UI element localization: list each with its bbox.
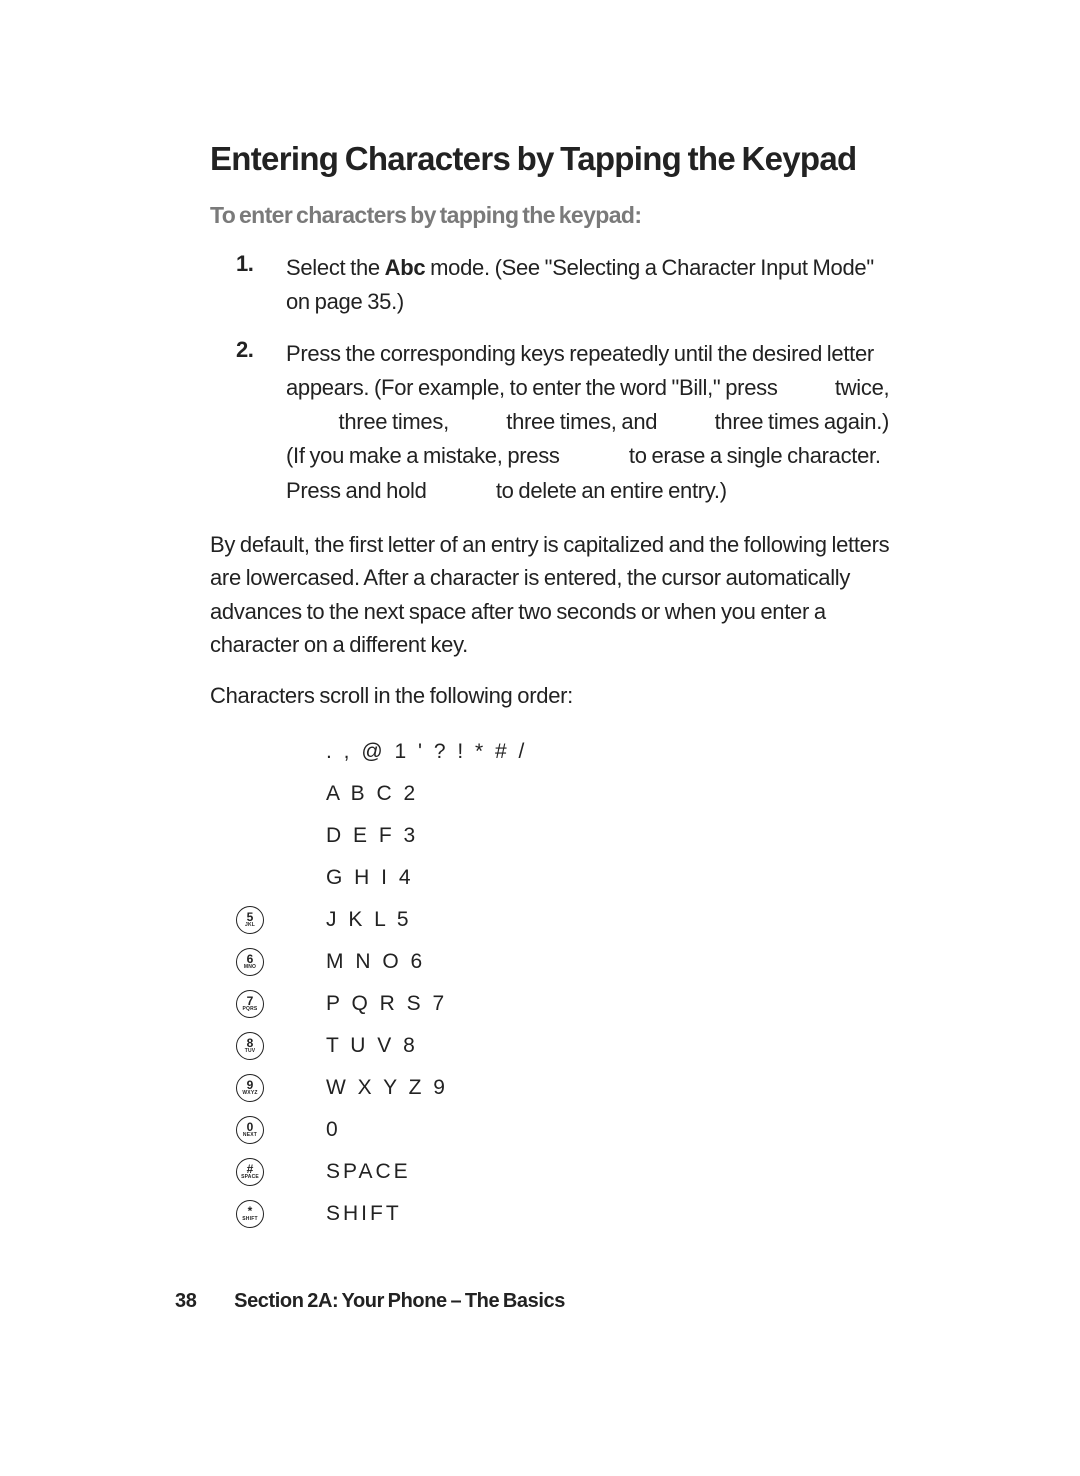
key-cell: 6MNO [236,948,326,976]
step-item: 1. Select the Abc mode. (See "Selecting … [236,251,900,319]
char-row: A B C 2 [236,773,900,815]
instruction-subhead: To enter characters by tapping the keypa… [210,202,900,229]
paragraph-scroll-order: Characters scroll in the following order… [210,679,900,712]
char-row: 6MNO M N O 6 [236,941,900,983]
keypad-key-icon: 6MNO [236,948,264,976]
key-cell: 9WXYZ [236,1074,326,1102]
keypad-key-icon: 0NEXT [236,1116,264,1144]
char-sequence: W X Y Z 9 [326,1076,448,1100]
char-row: 8TUV T U V 8 [236,1025,900,1067]
key-cell: *SHIFT [236,1200,326,1228]
char-sequence: J K L 5 [326,908,412,932]
char-row: D E F 3 [236,815,900,857]
character-table: . , @ 1 ' ? ! * # / A B C 2 D E F 3 G H I 4… [236,731,900,1235]
char-row: 7PQRS P Q R S 7 [236,983,900,1025]
step-body: Select the Abc mode. (See "Selecting a C… [286,251,900,319]
footer-section-label: Section 2A: Your Phone – The Basics [234,1290,565,1312]
char-sequence: T U V 8 [326,1034,418,1058]
keypad-key-icon: #SPACE [236,1158,264,1186]
char-sequence: D E F 3 [326,824,418,848]
page-number: 38 [175,1290,196,1312]
key-cell: #SPACE [236,1158,326,1186]
char-row: G H I 4 [236,857,900,899]
page-footer: 38 Section 2A: Your Phone – The Basics [175,1290,565,1313]
key-cell: 0NEXT [236,1116,326,1144]
step-number: 2. [236,337,262,507]
char-sequence: SPACE [326,1160,411,1184]
char-sequence: P Q R S 7 [326,992,447,1016]
keypad-key-icon: *SHIFT [236,1200,264,1228]
step-number: 1. [236,251,262,319]
keypad-key-icon: 7PQRS [236,990,264,1018]
keypad-key-icon: 9WXYZ [236,1074,264,1102]
key-cell: 5JKL [236,906,326,934]
char-row: 0NEXT 0 [236,1109,900,1151]
steps-list: 1. Select the Abc mode. (See "Selecting … [236,251,900,508]
char-sequence: M N O 6 [326,950,425,974]
paragraph-default-behavior: By default, the first letter of an entry… [210,528,900,662]
char-row: 9WXYZ W X Y Z 9 [236,1067,900,1109]
char-sequence: A B C 2 [326,782,418,806]
keypad-key-icon: 5JKL [236,906,264,934]
char-sequence: G H I 4 [326,866,414,890]
char-sequence: 0 [326,1118,341,1142]
page-heading: Entering Characters by Tapping the Keypa… [210,140,900,178]
char-row: . , @ 1 ' ? ! * # / [236,731,900,773]
step-body: Press the corresponding keys repeatedly … [286,337,900,507]
key-cell: 8TUV [236,1032,326,1060]
key-cell: 7PQRS [236,990,326,1018]
keypad-key-icon: 8TUV [236,1032,264,1060]
char-sequence: SHIFT [326,1202,402,1226]
step-item: 2. Press the corresponding keys repeated… [236,337,900,507]
char-row: *SHIFT SHIFT [236,1193,900,1235]
char-sequence: . , @ 1 ' ? ! * # / [326,740,527,764]
char-row: #SPACE SPACE [236,1151,900,1193]
char-row: 5JKL J K L 5 [236,899,900,941]
